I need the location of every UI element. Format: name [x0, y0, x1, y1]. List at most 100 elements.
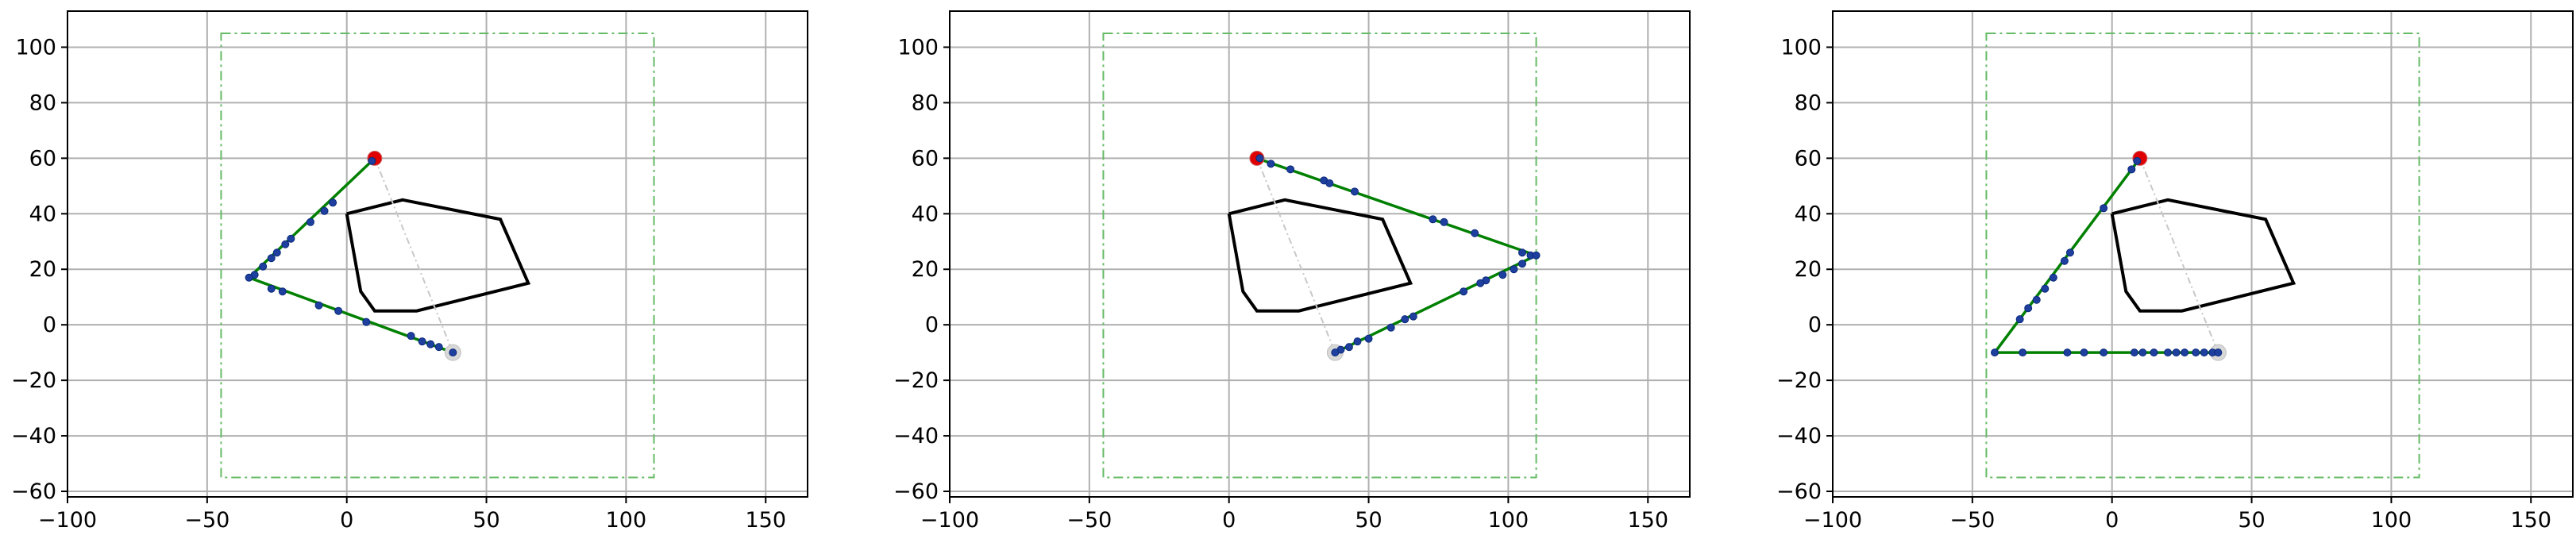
obstacle-polygon — [1227, 198, 1413, 313]
x-tick-label: −100 — [920, 508, 979, 533]
waypoint — [2172, 348, 2181, 357]
bounds-rectangle — [220, 32, 655, 479]
waypoint — [2181, 348, 2189, 357]
waypoint — [1440, 217, 1448, 226]
x-tick-label: −50 — [1066, 508, 1112, 533]
waypoint — [1517, 260, 1526, 268]
planned-path — [1992, 157, 2219, 354]
waypoint — [418, 337, 426, 346]
y-tick-label: −20 — [11, 368, 56, 393]
waypoint — [1409, 312, 1417, 321]
x-tick-label: 100 — [606, 508, 647, 533]
y-tick-label: −40 — [11, 424, 56, 448]
waypoint — [1344, 343, 1353, 352]
chart-panel-1: −100 −50 0 50 100 150 −60 −40 −20 0 20 40 60 80 100 — [11, 10, 808, 533]
waypoint — [362, 318, 371, 326]
x-tick-label: 0 — [2105, 508, 2119, 533]
waypoint — [320, 206, 329, 215]
obstacle-polygon — [345, 198, 531, 313]
bounds-rectangle — [1102, 32, 1537, 479]
waypoint — [1517, 248, 1526, 257]
waypoint — [1532, 251, 1541, 260]
direct-line — [2138, 157, 2219, 353]
waypoint — [1364, 334, 1373, 343]
waypoint — [1476, 279, 1485, 287]
y-tick-label: −20 — [1776, 368, 1822, 393]
y-tick-label: −60 — [11, 479, 56, 504]
waypoint — [245, 273, 253, 282]
y-tick-label: 100 — [897, 35, 939, 60]
waypoint — [2015, 315, 2024, 324]
y-tick-label: −20 — [893, 368, 939, 393]
waypoint — [1429, 215, 1437, 224]
x-tick-label: 100 — [2371, 508, 2412, 533]
y-tick-label: 100 — [15, 35, 56, 60]
axes-frame — [949, 10, 1691, 498]
y-tick-label: −40 — [1776, 424, 1822, 448]
waypoint — [2192, 348, 2200, 357]
x-tick-label: 0 — [1222, 508, 1236, 533]
waypoint — [2065, 248, 2074, 257]
x-tick-label: 100 — [1488, 508, 1529, 533]
waypoint — [1325, 179, 1334, 187]
y-tick-label: −60 — [893, 479, 939, 504]
waypoint — [2200, 348, 2208, 357]
axes-frame — [67, 10, 808, 498]
planned-path — [1256, 156, 1541, 354]
waypoint — [2150, 348, 2158, 357]
y-tick-label: −40 — [893, 424, 939, 448]
y-tick-label: 0 — [1808, 313, 1822, 337]
waypoint — [272, 248, 281, 257]
waypoint — [281, 240, 290, 248]
waypoint — [2100, 204, 2108, 213]
waypoint — [2049, 273, 2057, 282]
waypoint — [2164, 348, 2173, 357]
waypoint — [407, 332, 415, 341]
y-tick-label: 60 — [29, 146, 56, 171]
waypoint — [1286, 165, 1295, 174]
direct-line — [373, 157, 454, 353]
direct-line — [1255, 157, 1336, 353]
bounds-rectangle — [1985, 32, 2420, 479]
x-tick-label: −100 — [1803, 508, 1862, 533]
waypoint — [2019, 348, 2027, 357]
waypoint — [287, 234, 295, 243]
waypoint — [1510, 265, 1518, 274]
y-tick-label: 100 — [1780, 35, 1822, 60]
waypoint — [334, 306, 343, 315]
waypoint — [306, 217, 314, 226]
y-tick-label: 20 — [29, 257, 56, 282]
waypoint — [2127, 165, 2136, 174]
waypoint — [1267, 160, 1275, 168]
y-tick-label: 80 — [1795, 90, 1822, 115]
x-tick-label: 150 — [1627, 508, 1668, 533]
waypoint — [2032, 295, 2041, 304]
x-tick-label: −100 — [38, 508, 97, 533]
y-tick-label: 0 — [925, 313, 939, 337]
y-tick-label: 0 — [43, 313, 56, 337]
waypoint — [2130, 348, 2138, 357]
waypoint — [2060, 256, 2069, 265]
waypoint — [259, 262, 268, 271]
waypoint — [1255, 154, 1264, 163]
y-tick-label: 40 — [29, 202, 56, 226]
waypoint — [267, 254, 276, 263]
waypoint — [2100, 348, 2108, 357]
obstacle-polygon — [2110, 198, 2296, 313]
y-tick-label: 40 — [912, 202, 939, 226]
waypoint — [449, 348, 457, 357]
x-tick-label: 50 — [1355, 508, 1382, 533]
waypoint — [1350, 187, 1359, 196]
x-tick-label: −50 — [1949, 508, 1995, 533]
waypoint — [2138, 348, 2147, 357]
y-tick-label: 60 — [912, 146, 939, 171]
x-tick-label: 50 — [2238, 508, 2265, 533]
y-tick-label: 40 — [1795, 202, 1822, 226]
waypoint — [1401, 315, 1409, 324]
y-tick-label: 80 — [29, 90, 56, 115]
waypoint — [1471, 229, 1479, 237]
plot-area — [220, 32, 655, 479]
waypoint — [2080, 348, 2088, 357]
y-tick-label: −60 — [1776, 479, 1822, 504]
